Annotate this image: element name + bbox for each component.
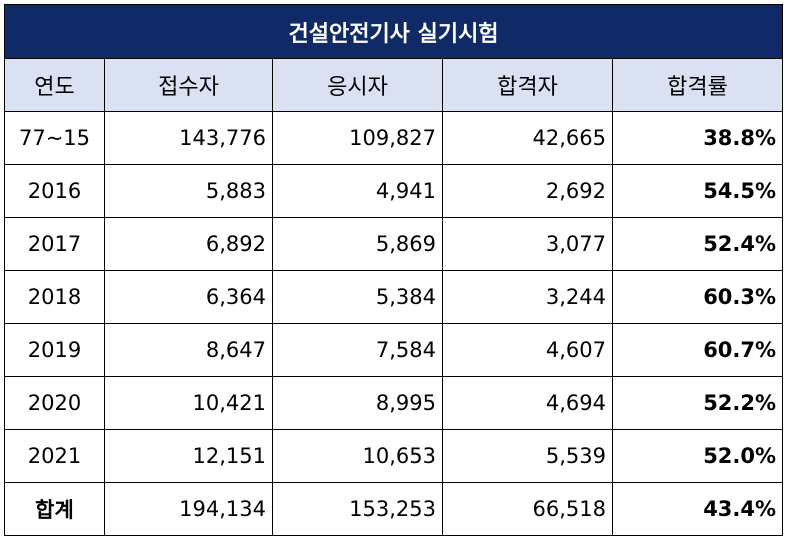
- cell-year: 2017: [4, 217, 105, 271]
- cell-applicants: 10,421: [104, 376, 273, 430]
- table-row: 2020 10,421 8,995 4,694 52.2%: [4, 376, 784, 430]
- cell-pass-rate: 52.0%: [611, 429, 784, 483]
- cell-pass-rate: 52.2%: [611, 376, 784, 430]
- cell-total-examinees: 153,253: [272, 482, 443, 536]
- exam-stats-table: 건설안전기사 실기시험 연도 접수자 응시자 합격자 합격률 77~15 143…: [3, 4, 784, 536]
- table-row: 2017 6,892 5,869 3,077 52.4%: [4, 217, 784, 271]
- cell-passers: 4,694: [442, 376, 613, 430]
- cell-examinees: 10,653: [272, 429, 443, 483]
- header-passers: 합격자: [442, 58, 613, 112]
- cell-applicants: 143,776: [104, 111, 273, 165]
- cell-year: 77~15: [4, 111, 105, 165]
- cell-applicants: 5,883: [104, 164, 273, 218]
- header-pass-rate: 합격률: [611, 58, 784, 112]
- table-row: 2021 12,151 10,653 5,539 52.0%: [4, 429, 784, 483]
- table-row: 2019 8,647 7,584 4,607 60.7%: [4, 323, 784, 377]
- cell-examinees: 109,827: [272, 111, 443, 165]
- cell-pass-rate: 52.4%: [611, 217, 784, 271]
- cell-total-applicants: 194,134: [104, 482, 273, 536]
- table-title: 건설안전기사 실기시험: [3, 4, 784, 59]
- cell-passers: 3,077: [442, 217, 613, 271]
- cell-examinees: 4,941: [272, 164, 443, 218]
- cell-examinees: 5,384: [272, 270, 443, 324]
- cell-year: 2021: [4, 429, 105, 483]
- cell-pass-rate: 60.3%: [611, 270, 784, 324]
- cell-pass-rate: 54.5%: [611, 164, 784, 218]
- table-row: 77~15 143,776 109,827 42,665 38.8%: [4, 111, 784, 165]
- cell-applicants: 8,647: [104, 323, 273, 377]
- cell-year: 2019: [4, 323, 105, 377]
- cell-year: 2018: [4, 270, 105, 324]
- cell-applicants: 6,364: [104, 270, 273, 324]
- exam-stats-table-container: 건설안전기사 실기시험 연도 접수자 응시자 합격자 합격률 77~15 143…: [3, 4, 784, 536]
- cell-year: 2016: [4, 164, 105, 218]
- header-year: 연도: [4, 58, 105, 112]
- header-examinees: 응시자: [272, 58, 443, 112]
- table-row: 2016 5,883 4,941 2,692 54.5%: [4, 164, 784, 218]
- cell-examinees: 8,995: [272, 376, 443, 430]
- cell-passers: 4,607: [442, 323, 613, 377]
- cell-year: 2020: [4, 376, 105, 430]
- cell-total-passers: 66,518: [442, 482, 613, 536]
- cell-examinees: 5,869: [272, 217, 443, 271]
- cell-passers: 5,539: [442, 429, 613, 483]
- header-applicants: 접수자: [104, 58, 273, 112]
- cell-pass-rate: 38.8%: [611, 111, 784, 165]
- cell-pass-rate: 60.7%: [611, 323, 784, 377]
- cell-examinees: 7,584: [272, 323, 443, 377]
- header-row: 연도 접수자 응시자 합격자 합격률: [4, 58, 784, 112]
- cell-applicants: 6,892: [104, 217, 273, 271]
- cell-passers: 2,692: [442, 164, 613, 218]
- table-row: 2018 6,364 5,384 3,244 60.3%: [4, 270, 784, 324]
- cell-total-pass-rate: 43.4%: [611, 482, 784, 536]
- cell-passers: 42,665: [442, 111, 613, 165]
- total-row: 합계 194,134 153,253 66,518 43.4%: [4, 482, 784, 536]
- cell-applicants: 12,151: [104, 429, 273, 483]
- cell-passers: 3,244: [442, 270, 613, 324]
- cell-total-label: 합계: [4, 482, 105, 536]
